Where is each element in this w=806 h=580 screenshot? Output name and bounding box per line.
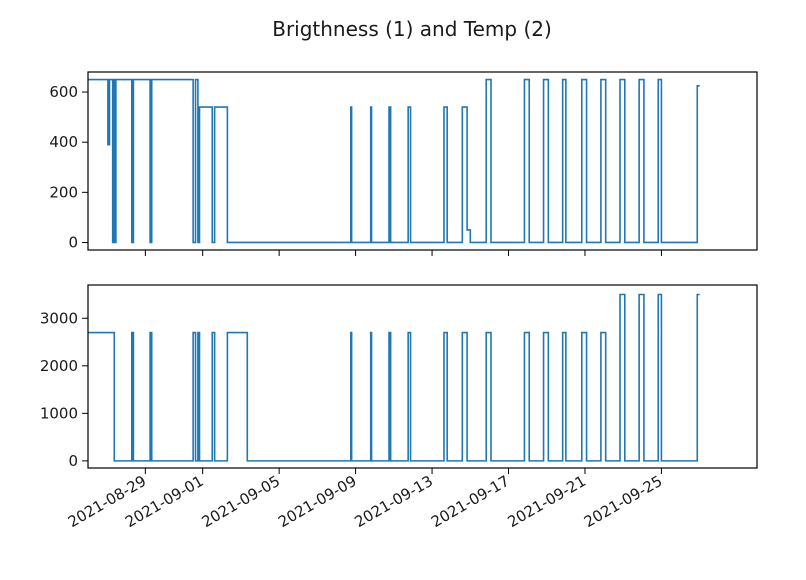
brightness-ytick-label: 0 — [68, 233, 78, 251]
brightness-ytick-label: 200 — [49, 183, 78, 201]
temperature-ytick-label: 2000 — [40, 357, 78, 375]
temperature-xtick-label: 2021-09-09 — [275, 472, 360, 531]
brightness-series-line — [88, 78, 700, 244]
brightness-axes-frame — [87, 71, 758, 251]
temperature-xtick-label: 2021-09-25 — [581, 472, 666, 531]
temperature-ytick-label: 0 — [68, 452, 78, 470]
temperature-ytick-label: 1000 — [40, 404, 78, 422]
figure-suptitle: Brigthness (1) and Temp (2) — [272, 17, 552, 41]
temperature-xtick-label: 2021-09-05 — [199, 472, 284, 531]
brightness-ytick-label: 600 — [49, 83, 78, 101]
temperature-axes-frame — [87, 284, 758, 469]
brightness-ytick-label: 400 — [49, 133, 78, 151]
brightness-subplot: 0 200 400 600 — [49, 71, 758, 256]
temperature-xtick-label: 2021-09-21 — [504, 472, 589, 531]
temperature-ytick-label: 3000 — [40, 309, 78, 327]
temperature-xtick-label: 2021-09-13 — [352, 472, 437, 531]
temperature-series-line — [88, 293, 700, 462]
temperature-xtick-label: 2021-09-17 — [428, 472, 513, 531]
